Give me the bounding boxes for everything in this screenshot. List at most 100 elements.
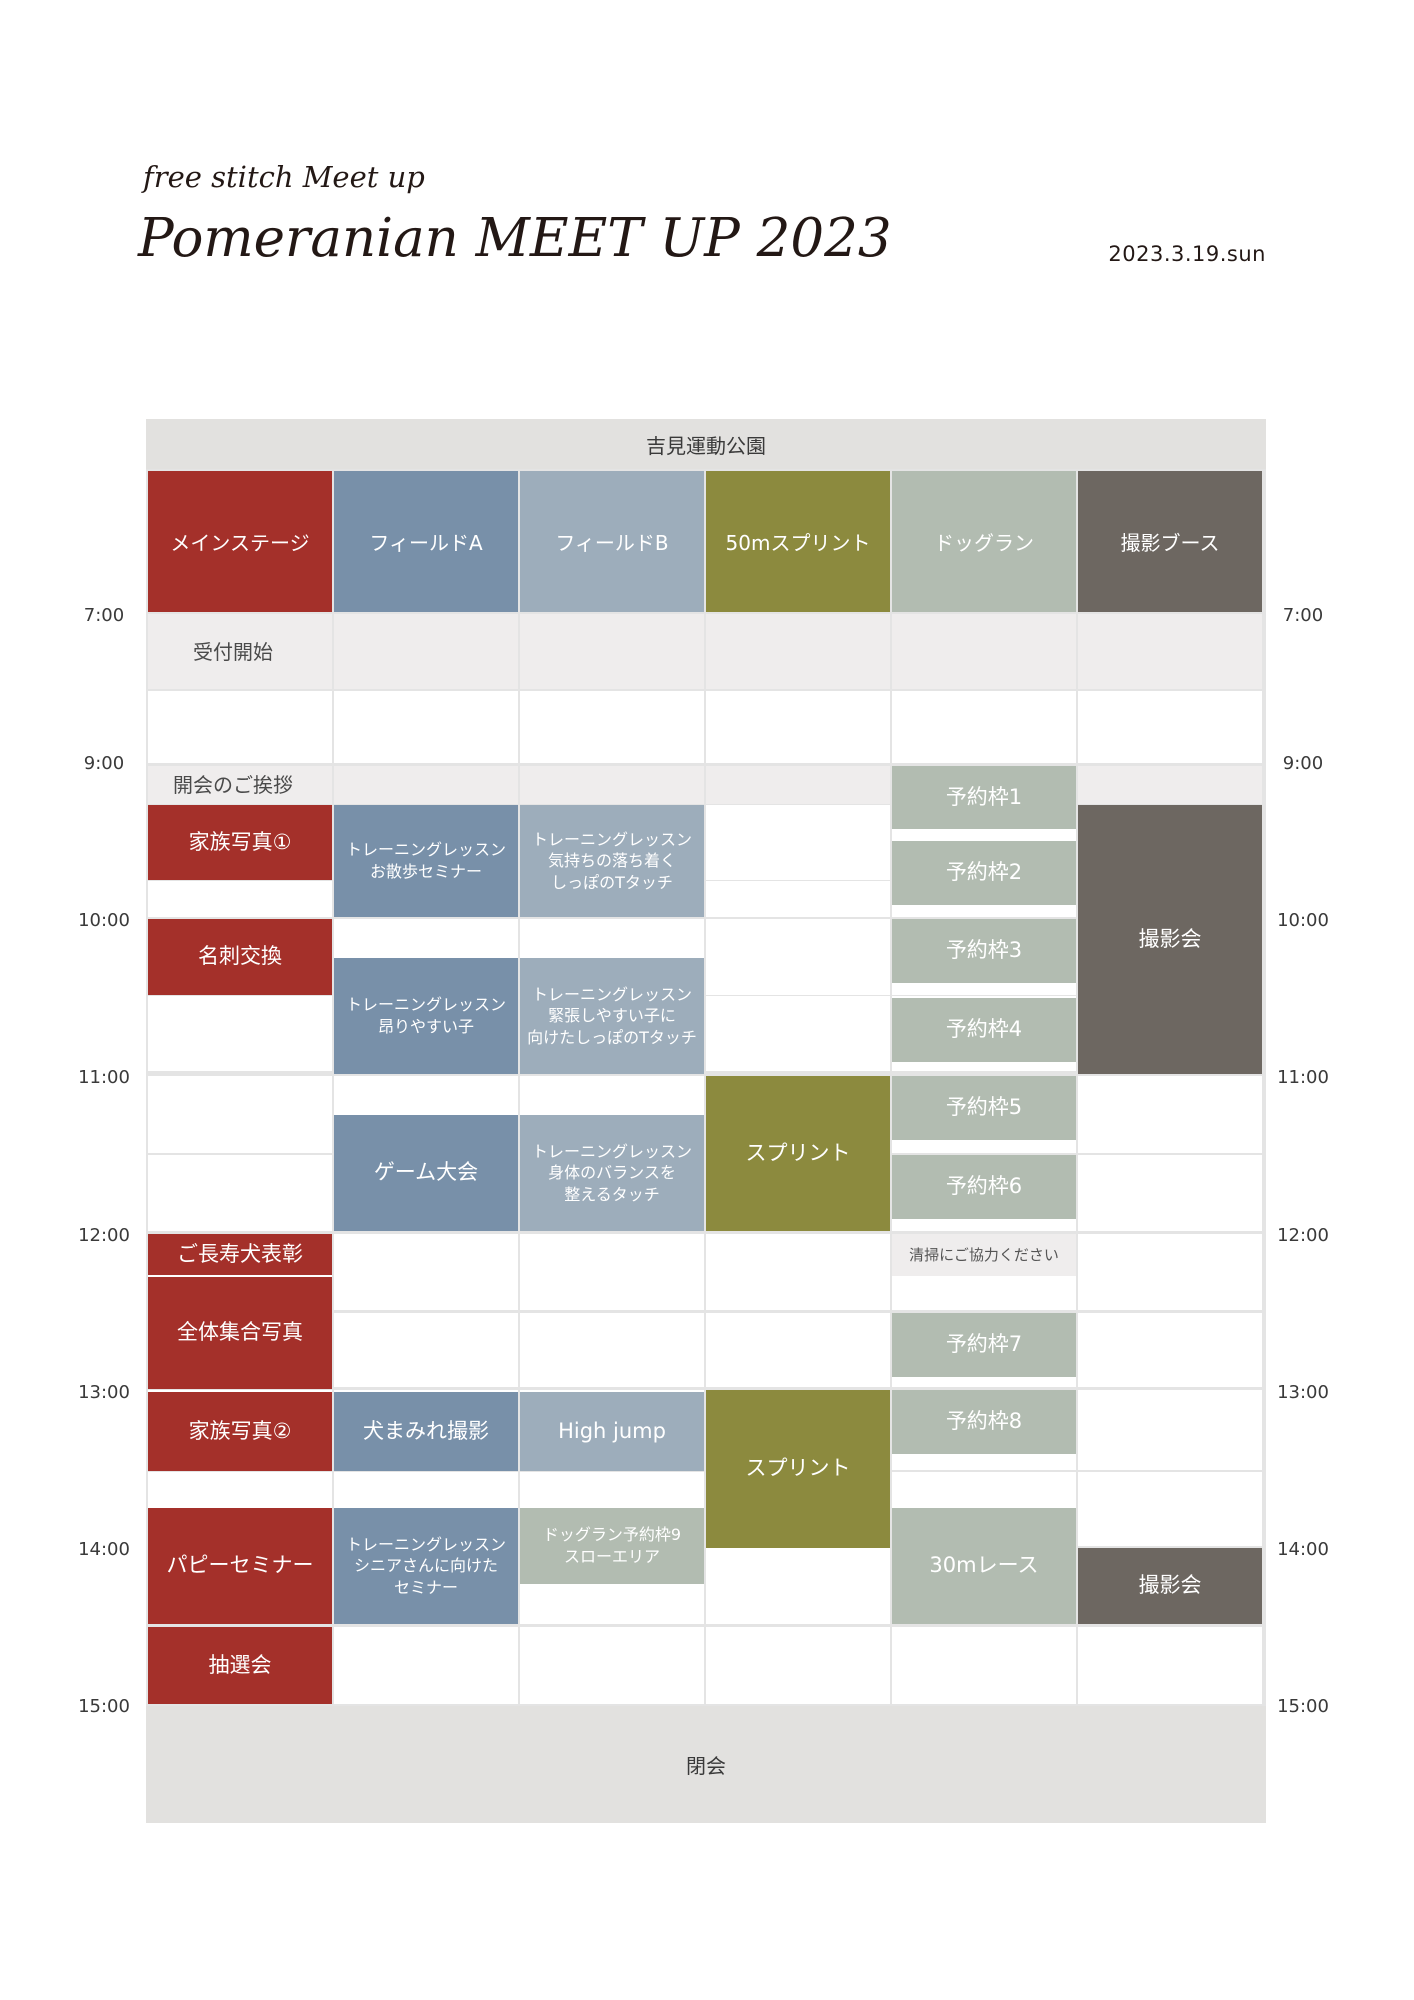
grid-cell <box>148 691 332 763</box>
event-group-photo: 全体集合写真 <box>148 1277 332 1389</box>
event-puppy-seminar: パピーセミナー <box>148 1508 332 1624</box>
grid-cell <box>706 1548 890 1624</box>
event-30m-race: 30mレース <box>892 1508 1076 1624</box>
page-title: Pomeranian MEET UP 2023 <box>138 208 892 269</box>
grid-cell <box>334 691 518 763</box>
event-opening-greeting: 開会のご挨拶 <box>173 773 293 797</box>
time-label-right: 15:00 <box>1277 1696 1329 1717</box>
time-label-left: 7:00 <box>83 605 125 626</box>
event-photo-session-1: 撮影会 <box>1078 805 1262 1074</box>
event-training-senior: トレーニングレッスン シニアさんに向けた セミナー <box>334 1508 518 1624</box>
grid-cell <box>1078 691 1262 763</box>
grid-cell <box>706 805 890 880</box>
event-sprint-1: スプリント <box>706 1076 890 1231</box>
grid-cell <box>148 1076 332 1153</box>
grid-cell <box>334 1627 518 1704</box>
column-header-field-a: フィールドA <box>334 471 518 612</box>
time-label-right: 14:00 <box>1277 1539 1329 1560</box>
event-training-nervous-ttouch: トレーニングレッスン 緊張しやすい子に 向けたしっぽのTタッチ <box>520 958 704 1074</box>
event-slot-2: 予約枠2 <box>892 841 1076 905</box>
grid-cell <box>334 766 518 804</box>
grid-cell <box>706 766 890 804</box>
time-label-left: 12:00 <box>78 1225 130 1246</box>
event-sprint-2: スプリント <box>706 1390 890 1548</box>
event-training-calm-ttouch: トレーニングレッスン 気持ちの落ち着く しっぽのTタッチ <box>520 805 704 917</box>
event-slot-4: 予約枠4 <box>892 998 1076 1062</box>
time-label-left: 15:00 <box>78 1696 130 1717</box>
grid-cell <box>706 919 890 995</box>
grid-cell <box>892 691 1076 763</box>
column-header-photo-booth: 撮影ブース <box>1078 471 1262 612</box>
event-training-excitable: トレーニングレッスン 昂りやすい子 <box>334 958 518 1074</box>
time-label-right: 11:00 <box>1277 1067 1329 1088</box>
grid-cell <box>706 691 890 763</box>
grid-cell <box>892 614 1076 689</box>
time-label-left: 9:00 <box>83 753 125 774</box>
column-header-sprint: 50mスプリント <box>706 471 890 612</box>
grid-cell <box>892 1627 1076 1704</box>
time-label-right: 13:00 <box>1277 1382 1329 1403</box>
column-header-dogrun: ドッグラン <box>892 471 1076 612</box>
grid-cell <box>706 1234 890 1310</box>
grid-cell <box>1078 1234 1262 1310</box>
column-header-main-stage: メインステージ <box>148 471 332 612</box>
grid-cell <box>706 881 890 917</box>
grid-cell <box>520 614 704 689</box>
event-business-card-exchange: 名刺交換 <box>148 919 332 995</box>
grid-cell <box>1078 1472 1262 1546</box>
grid-cell <box>148 1155 332 1231</box>
event-training-balance-touch: トレーニングレッスン 身体のバランスを 整えるタッチ <box>520 1115 704 1231</box>
grid-cell <box>706 1627 890 1704</box>
grid-cell <box>1078 766 1262 804</box>
time-label-right: 12:00 <box>1277 1225 1329 1246</box>
grid-cell <box>1078 1390 1262 1470</box>
grid-cell <box>706 996 890 1071</box>
event-family-photo-1: 家族写真① <box>148 805 332 880</box>
grid-cell <box>520 1627 704 1704</box>
event-slot-6: 予約枠6 <box>892 1155 1076 1219</box>
grid-cell <box>1078 1076 1262 1153</box>
grid-cell <box>706 1313 890 1387</box>
event-senior-dog-award: ご長寿犬表彰 <box>148 1234 332 1275</box>
grid-cell <box>520 766 704 804</box>
event-slot-3: 予約枠3 <box>892 919 1076 983</box>
grid-cell <box>520 1234 704 1310</box>
grid-cell <box>148 996 332 1071</box>
grid-cell <box>148 766 332 804</box>
subtitle: free stitch Meet up <box>143 160 425 194</box>
event-cleaning-notice: 清掃にご協力ください <box>892 1234 1076 1276</box>
time-label-right: 9:00 <box>1282 753 1324 774</box>
grid-cell <box>706 614 890 689</box>
time-label-left: 14:00 <box>78 1539 130 1560</box>
event-slot-7: 予約枠7 <box>892 1313 1076 1377</box>
grid-cell <box>334 1234 518 1310</box>
grid-cell <box>1078 614 1262 689</box>
event-slot-5: 予約枠5 <box>892 1076 1076 1140</box>
event-date: 2023.3.19.sun <box>1108 242 1266 266</box>
column-header-field-b: フィールドB <box>520 471 704 612</box>
grid-cell <box>520 691 704 763</box>
event-raffle: 抽選会 <box>148 1627 332 1704</box>
time-label-left: 10:00 <box>78 910 130 931</box>
time-label-right: 10:00 <box>1277 910 1329 931</box>
grid-cell <box>148 614 332 689</box>
time-label-right: 7:00 <box>1282 605 1324 626</box>
time-label-left: 13:00 <box>78 1382 130 1403</box>
grid-cell <box>1078 1155 1262 1231</box>
grid-cell <box>1078 1627 1262 1704</box>
event-dog-photo: 犬まみれ撮影 <box>334 1392 518 1471</box>
event-family-photo-2: 家族写真② <box>148 1392 332 1471</box>
venue-banner: 吉見運動公園 <box>146 419 1266 469</box>
event-training-walk-seminar: トレーニングレッスン お散歩セミナー <box>334 805 518 917</box>
event-game-tournament: ゲーム大会 <box>334 1115 518 1231</box>
event-dogrun-slot-9: ドッグラン予約枠9 スローエリア <box>520 1508 704 1584</box>
grid-cell <box>334 614 518 689</box>
grid-cell <box>334 1313 518 1387</box>
grid-cell <box>148 881 332 917</box>
time-label-left: 11:00 <box>78 1067 130 1088</box>
grid-cell <box>1078 1313 1262 1387</box>
event-slot-8: 予約枠8 <box>892 1390 1076 1454</box>
grid-cell <box>520 1313 704 1387</box>
event-photo-session-2: 撮影会 <box>1078 1548 1262 1624</box>
event-reception: 受付開始 <box>193 640 273 664</box>
